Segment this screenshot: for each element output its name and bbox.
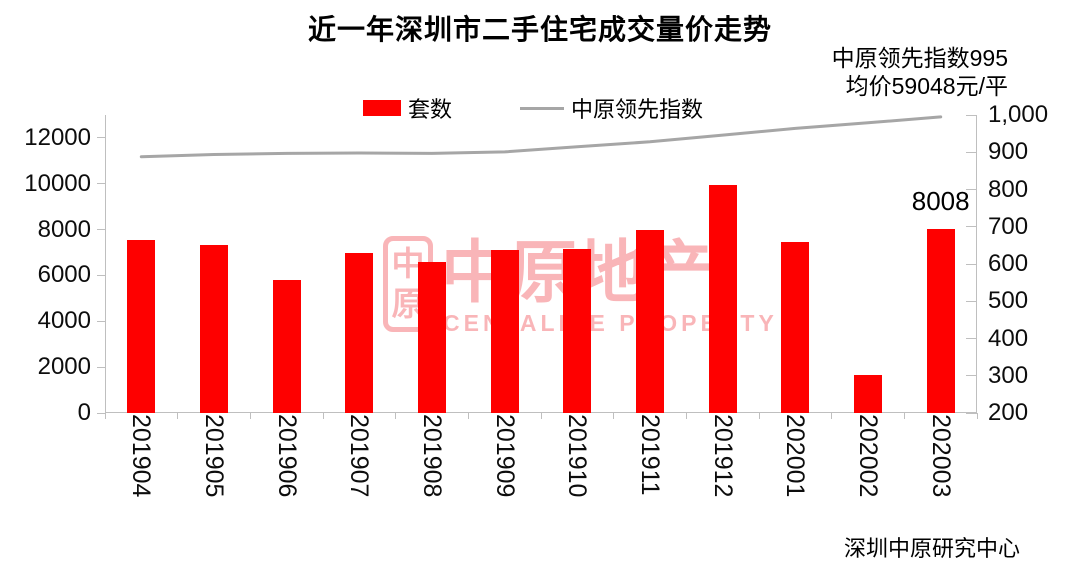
x-axis-tick	[177, 413, 179, 419]
y-axis-right-tick	[966, 338, 977, 339]
y-axis-left-tick	[97, 229, 105, 231]
index-line-series	[139, 115, 943, 159]
y-axis-left-tick	[97, 412, 105, 414]
bar-201910	[563, 249, 592, 413]
legend-line-label: 中原领先指数	[571, 97, 704, 122]
y-axis-right-tick	[966, 263, 977, 265]
x-axis-category-label: 201904	[127, 414, 156, 498]
footer-credit: 深圳中原研究中心	[843, 536, 1020, 561]
bar-201906	[272, 280, 301, 413]
x-axis-tick	[540, 413, 542, 419]
x-axis-category-label: 202001	[781, 414, 810, 498]
x-axis-category-label: 201912	[708, 414, 737, 498]
y-axis-left-tick	[97, 320, 105, 322]
x-axis-line	[105, 412, 977, 413]
y-axis-right-tick	[966, 151, 977, 153]
bar-201908	[418, 261, 446, 413]
x-axis-tick	[322, 413, 324, 419]
bar-201907	[345, 252, 374, 413]
legend: 套数 中原领先指数	[363, 92, 703, 124]
bar-202002	[854, 375, 882, 413]
bar-201909	[490, 250, 519, 413]
x-axis-category-label: 201910	[563, 414, 592, 498]
y-axis-left-tick-label: 2000	[37, 353, 91, 381]
line-series-swatch	[520, 106, 565, 110]
watermark: 中 原 中原地产 CENTALINE PROPERTY	[383, 236, 778, 337]
annotation-average-price: 均价59048元/平	[845, 73, 1008, 99]
annotation-leading-index: 中原领先指数995	[831, 45, 1008, 71]
y-axis-right-tick	[966, 114, 977, 116]
y-axis-right-tick	[966, 412, 977, 414]
y-axis-right-tick	[966, 300, 977, 302]
y-axis-left-line	[105, 115, 106, 413]
bar-202003	[926, 229, 955, 413]
x-axis-tick	[613, 413, 615, 419]
y-axis-left-tick-label: 4000	[37, 307, 91, 335]
x-axis-tick	[685, 413, 687, 419]
y-axis-left-tick-label: 12000	[24, 123, 91, 151]
x-axis-tick	[758, 413, 760, 419]
chart-title: 近一年深圳市二手住宅成交量价走势	[307, 14, 772, 45]
bar-201912	[708, 184, 737, 413]
y-axis-left-tick	[97, 183, 105, 185]
y-axis-left-tick	[97, 137, 105, 139]
x-axis-tick	[249, 413, 251, 419]
y-axis-right-tick	[966, 375, 977, 377]
bar-value-label: 8008	[911, 186, 970, 217]
annotation-block: 中原领先指数995 均价59048元/平	[832, 44, 1008, 100]
x-axis-category-label: 201908	[418, 414, 446, 498]
y-axis-left-tick-label: 10000	[24, 169, 91, 197]
x-axis-tick	[467, 413, 469, 419]
y-axis-left-tick	[97, 366, 105, 368]
plot-area: 0 2000 4000 6000 8000 10000 12000 200 300 400 500 6…	[24, 101, 1048, 497]
x-axis-tick	[903, 413, 905, 419]
x-axis-tick	[831, 413, 833, 419]
x-axis-tick	[104, 413, 106, 419]
bar-202001	[781, 242, 810, 413]
y-axis-left-tick-label: 0	[77, 399, 91, 426]
legend-bar-label: 套数	[408, 97, 453, 122]
y-axis-right-tick-label: 300	[988, 361, 1029, 389]
y-axis-left-tick	[97, 274, 105, 276]
y-axis-right-tick-label: 400	[988, 324, 1029, 352]
y-axis-right-tick-label: 1,000	[988, 101, 1049, 128]
bar-series-swatch	[363, 100, 401, 116]
y-axis-right-tick-label: 800	[988, 175, 1029, 203]
y-axis-right-tick-label: 700	[988, 212, 1029, 240]
y-axis-left-tick-label: 8000	[37, 215, 91, 243]
legend-item-bars: 套数	[363, 92, 452, 124]
y-axis-right-tick-label: 200	[988, 399, 1029, 426]
y-axis-right-tick	[966, 226, 977, 228]
y-axis-right-tick-label: 900	[988, 138, 1029, 166]
y-axis-right-tick-label: 600	[988, 250, 1029, 277]
y-axis-left-tick-label: 6000	[37, 261, 91, 289]
y-axis-right-tick-label: 500	[988, 287, 1029, 315]
x-axis-tick	[976, 413, 978, 419]
x-axis-category-label: 202003	[926, 414, 955, 498]
x-axis-category-label: 201906	[272, 414, 301, 498]
x-axis-category-label: 201909	[490, 414, 519, 498]
x-axis-category-label: 201905	[200, 414, 228, 498]
legend-item-line: 中原领先指数	[520, 92, 703, 124]
y-axis-right-tick	[966, 189, 977, 190]
x-axis-category-label: 201907	[345, 414, 374, 498]
bar-201911	[636, 229, 664, 413]
x-axis-category-label: 201911	[636, 414, 664, 496]
bar-201904	[127, 239, 156, 413]
x-axis-category-label: 202002	[854, 414, 882, 498]
index-line-path	[139, 115, 943, 159]
x-axis-tick	[395, 413, 397, 419]
bar-201905	[200, 244, 228, 413]
